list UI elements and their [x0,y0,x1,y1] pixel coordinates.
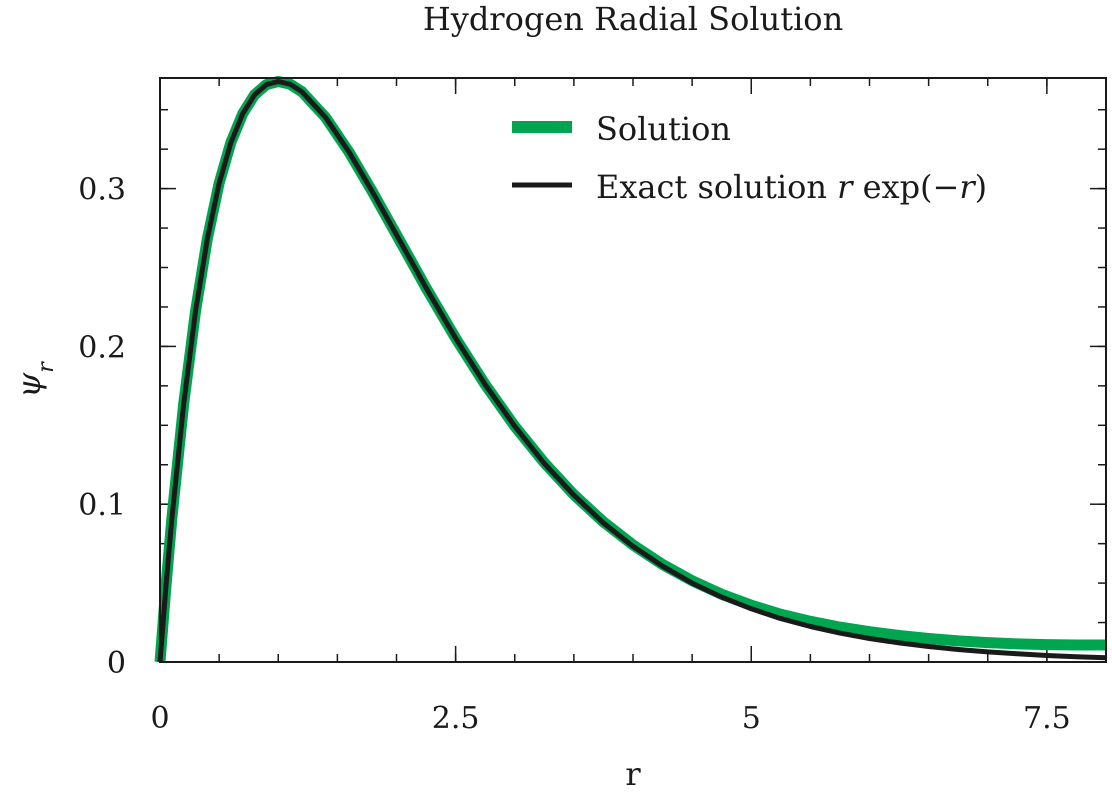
y-axis-label: ψr [10,361,59,398]
y-tick-label: 0.3 [78,173,126,208]
tick-labels-layer: 0 2.5 5 7.5 0 0.1 0.2 0.3 [78,173,1070,736]
y-axis-label-psi: ψr [10,361,59,398]
axis-ticks-layer [159,78,1107,663]
x-axis-label: r [625,755,641,787]
y-tick-label: 0.1 [78,488,126,523]
y-tick-label: 0 [107,646,126,681]
x-tick-label: 7.5 [1023,701,1071,736]
legend-label-exact: Exact solution r exp(−r) [596,168,987,206]
series-line-exact [157,79,1107,663]
x-tick-label: 2.5 [432,701,480,736]
chart-title: Hydrogen Radial Solution [423,0,843,38]
x-tick-label: 0 [150,701,169,736]
legend-label-solution: Solution [596,110,731,148]
series-layer [154,76,1107,663]
y-tick-label: 0.2 [78,330,126,365]
legend: Solution Exact solution r exp(−r) [512,110,987,206]
x-tick-label: 5 [742,701,761,736]
plot-frame [159,77,1107,663]
